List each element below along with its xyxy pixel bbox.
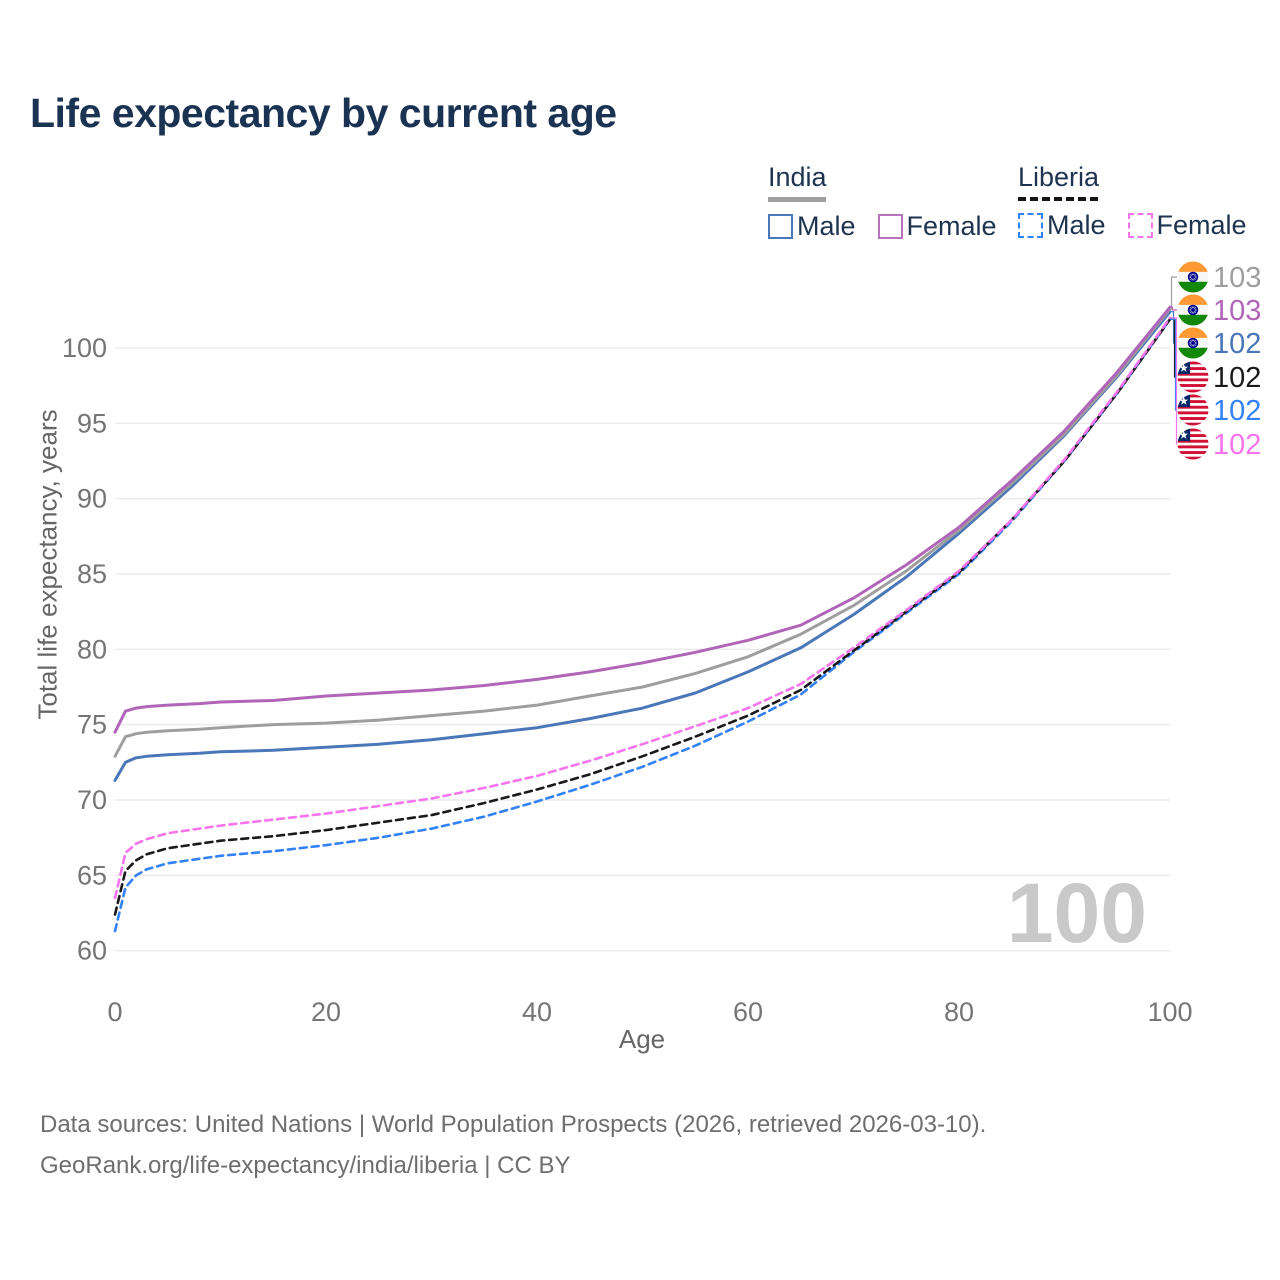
india-flag-icon: [1177, 261, 1209, 293]
legend-group-india: India Male Female: [768, 162, 997, 242]
footer-attribution: GeoRank.org/life-expectancy/india/liberi…: [40, 1152, 571, 1179]
y-tick-label: 85: [77, 559, 107, 589]
legend-item-liberia-male[interactable]: Male: [1018, 210, 1106, 241]
page-title: Life expectancy by current age: [30, 90, 617, 136]
legend-item-india-male-label: Male: [797, 210, 856, 241]
series-line-liberia_male: [113, 317, 1172, 933]
liberia-male-swatch: [1018, 213, 1043, 238]
end-value-label-liberia_both: 102: [1213, 362, 1261, 394]
y-tick-label: 95: [77, 408, 107, 438]
legend-item-india-male[interactable]: Male: [768, 211, 856, 242]
x-tick-label: 40: [522, 997, 552, 1027]
y-tick-label: 75: [77, 710, 107, 740]
y-axis-title: Total life expectancy, years: [32, 409, 63, 720]
age-watermark: 100: [1007, 866, 1147, 960]
legend-country-india-label: India: [768, 162, 827, 192]
legend-country-liberia[interactable]: Liberia: [1018, 162, 1099, 201]
india-male-swatch: [768, 213, 793, 239]
legend-item-india-female-label: Female: [906, 210, 997, 241]
liberia-flag-icon: [1177, 361, 1209, 393]
series-line-india_both: [113, 307, 1172, 758]
x-tick-label: 0: [107, 997, 122, 1027]
liberia-flag-icon: [1177, 428, 1209, 460]
x-tick-label: 20: [311, 997, 341, 1027]
label-connector-liberia_female: [1170, 317, 1178, 445]
y-tick-label: 100: [62, 333, 107, 363]
legend-item-liberia-female-label: Female: [1156, 210, 1247, 240]
end-value-label-india_male: 102: [1213, 328, 1261, 360]
legend-items-india: Male Female: [768, 211, 997, 242]
x-tick-label: 60: [733, 997, 763, 1027]
legend-group-liberia: Liberia Male Female: [1018, 162, 1247, 241]
y-tick-label: 60: [77, 936, 107, 966]
liberia-flag-icon: [1177, 394, 1209, 426]
y-tick-label: 65: [77, 860, 107, 890]
series-line-india_male: [113, 310, 1172, 782]
footer-sources: Data sources: United Nations | World Pop…: [40, 1111, 987, 1138]
india-female-swatch: [877, 213, 903, 239]
y-tick-label: 70: [77, 785, 107, 815]
end-value-label-india_female: 103: [1213, 295, 1261, 327]
x-tick-label: 80: [944, 997, 974, 1027]
x-tick-label: 100: [1147, 997, 1192, 1027]
label-connector-india_female: [1170, 306, 1177, 311]
series-line-liberia_both: [113, 317, 1172, 916]
y-tick-label: 80: [77, 634, 107, 664]
label-connector-india_both: [1170, 276, 1177, 310]
legend-country-liberia-label: Liberia: [1018, 162, 1100, 192]
liberia-both-line-swatch: [1018, 197, 1098, 201]
x-axis-title: Age: [618, 1024, 666, 1054]
series-line-liberia_female: [113, 316, 1172, 900]
footer: Data sources: United Nations | World Pop…: [40, 1104, 986, 1186]
legend-item-liberia-male-label: Male: [1047, 210, 1106, 240]
legend-country-india[interactable]: India: [768, 162, 827, 202]
india-flag-icon: [1177, 294, 1209, 326]
series-line-india_female: [113, 305, 1172, 734]
end-value-label-liberia_female: 102: [1213, 429, 1261, 461]
india-both-line-swatch: [768, 197, 826, 202]
liberia-female-swatch: [1127, 213, 1153, 238]
end-value-label-liberia_male: 102: [1213, 395, 1261, 427]
end-value-label-india_both: 103: [1213, 262, 1261, 294]
y-tick-label: 90: [77, 484, 107, 514]
legend-items-liberia: Male Female: [1018, 210, 1247, 241]
india-flag-icon: [1177, 327, 1209, 359]
legend-item-india-female[interactable]: Female: [877, 210, 997, 242]
legend-item-liberia-female[interactable]: Female: [1127, 210, 1247, 241]
